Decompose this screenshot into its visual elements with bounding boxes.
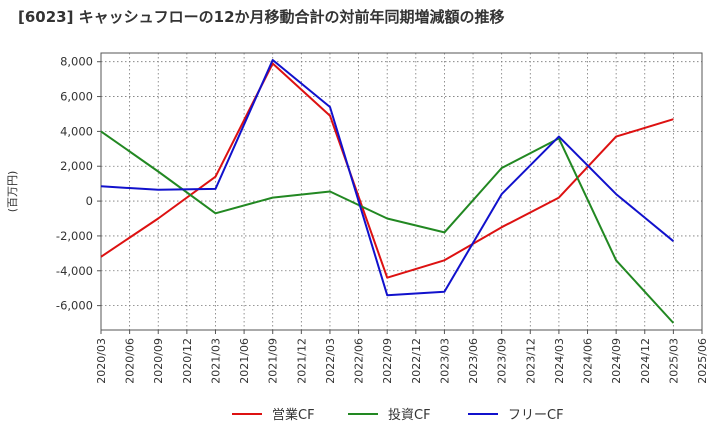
x-tick-label: 2022/12 [410,338,423,384]
y-axis-ticks: 8,000 6,000 4,000 2,000 0 -2,000 -4,000 -6,000 [56,55,101,313]
series-line-2 [100,130,675,324]
x-tick-label: 2022/09 [381,338,394,384]
x-tick-label: 2020/03 [95,338,108,384]
legend-label: 投資CF [388,407,431,423]
y-tick-label: 4,000 [60,124,93,138]
legend-label: フリーCF [508,408,564,423]
x-tick-label: 2023/12 [524,338,537,384]
x-tick-label: 2023/06 [467,338,480,384]
x-tick-label: 2020/06 [124,338,137,384]
y-tick-label: 8,000 [60,55,93,69]
x-tick-label: 2021/12 [295,338,308,384]
y-tick-label: 0 [86,194,93,208]
y-tick-label: -2,000 [56,229,93,243]
x-tick-label: 2022/06 [353,338,366,384]
x-tick-label: 2023/09 [496,338,509,384]
x-tick-label: 2024/06 [582,338,595,384]
series-line-3 [100,59,675,297]
x-axis-ticks: 2020/03 2020/06 2020/09 2020/12 2021/03 2021/… [95,330,709,384]
plot-frame [100,52,703,331]
x-tick-label: 2021/06 [238,338,251,384]
x-tick-label: 2024/12 [639,338,652,384]
y-tick-label: 6,000 [60,90,93,104]
legend: 営業CF 投資CF フリーCF [232,407,564,423]
x-tick-label: 2021/09 [267,338,280,384]
x-tick-label: 2020/09 [152,338,165,384]
x-tick-label: 2021/03 [209,338,222,384]
series-layer [100,59,675,324]
grid-layer [101,53,702,330]
legend-label: 営業CF [272,407,315,423]
x-tick-label: 2025/06 [696,338,709,384]
x-tick-label: 2023/03 [438,338,451,384]
y-tick-label: -6,000 [56,299,93,313]
chart-title: [6023] キャッシュフローの12か月移動合計の対前年同期増減額の推移 [18,8,505,26]
y-tick-label: 2,000 [60,159,93,173]
x-tick-label: 2022/03 [324,338,337,384]
y-axis-label: (百万円) [6,171,19,213]
x-tick-label: 2020/12 [181,338,194,384]
x-tick-label: 2024/03 [553,338,566,384]
x-tick-label: 2025/03 [667,338,680,384]
x-tick-label: 2024/09 [610,338,623,384]
y-tick-label: -4,000 [56,264,93,278]
